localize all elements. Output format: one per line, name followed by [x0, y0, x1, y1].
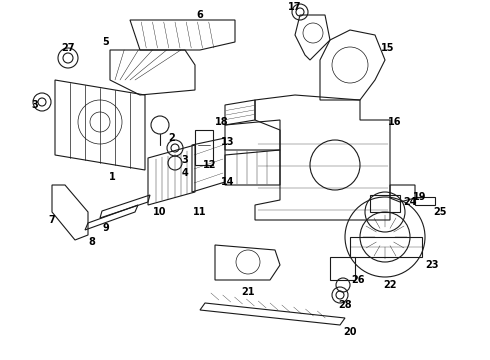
Text: 23: 23: [425, 260, 439, 270]
Text: 12: 12: [203, 160, 217, 170]
Text: 15: 15: [381, 43, 395, 53]
Text: 1: 1: [109, 172, 115, 182]
Text: 17: 17: [288, 2, 302, 12]
Text: 6: 6: [196, 10, 203, 20]
Text: 21: 21: [241, 287, 255, 297]
Text: 26: 26: [351, 275, 365, 285]
Text: 4: 4: [182, 168, 188, 178]
Text: 24: 24: [403, 197, 417, 207]
Text: 9: 9: [102, 223, 109, 233]
Text: 14: 14: [221, 177, 235, 187]
Text: 28: 28: [338, 300, 352, 310]
Text: 19: 19: [413, 192, 427, 202]
Text: 13: 13: [221, 137, 235, 147]
Text: 3: 3: [32, 100, 38, 110]
Bar: [195, 130, 213, 165]
Text: 20: 20: [343, 327, 357, 337]
Text: 25: 25: [433, 207, 447, 217]
Text: 5: 5: [102, 37, 109, 47]
Text: 3: 3: [182, 155, 188, 165]
Text: 2: 2: [169, 133, 175, 143]
Text: 11: 11: [193, 207, 207, 217]
Text: 27: 27: [61, 43, 75, 53]
Text: 22: 22: [383, 280, 397, 290]
Text: 10: 10: [153, 207, 167, 217]
Text: 8: 8: [89, 237, 96, 247]
Text: 18: 18: [215, 117, 229, 127]
Text: 7: 7: [49, 215, 55, 225]
Text: 16: 16: [388, 117, 402, 127]
